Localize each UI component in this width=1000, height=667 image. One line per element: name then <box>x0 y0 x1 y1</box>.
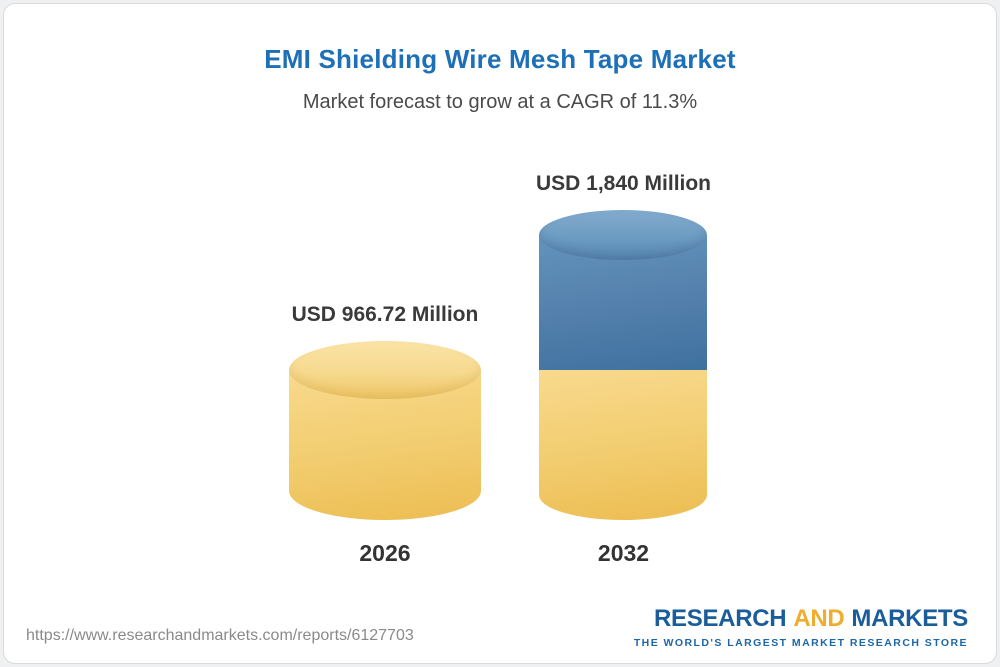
cylinder-2032-top-face <box>539 210 708 260</box>
logo-tagline: THE WORLD'S LARGEST MARKET RESEARCH STOR… <box>633 637 968 649</box>
chart-subtitle: Market forecast to grow at a CAGR of 11.… <box>302 91 698 113</box>
chart-card: EMI Shielding Wire Mesh Tape Market Mark… <box>3 3 997 664</box>
value-label-2026: USD 966.72 Million <box>291 303 479 326</box>
cylinder-2026 <box>288 341 481 520</box>
bar-group-2026: USD 966.72 Million 2026 <box>288 303 481 567</box>
report-url: https://www.researchandmarkets.com/repor… <box>26 627 414 644</box>
research-and-markets-logo: RESEARCH AND MARKETS THE WORLD'S LARGEST M… <box>634 605 968 649</box>
logo-word-markets: MARKETS <box>851 605 968 632</box>
logo-word-and: AND <box>793 605 845 632</box>
bar-group-2032: USD 1,840 Million 2032 <box>536 172 711 567</box>
header: EMI Shielding Wire Mesh Tape Market Mark… <box>4 4 996 114</box>
bar-2032-base-body <box>539 370 708 520</box>
logo-word-research: RESEARCH <box>654 605 787 632</box>
category-label-2032: 2032 <box>597 540 650 566</box>
chart-title: EMI Shielding Wire Mesh Tape Market <box>264 44 736 74</box>
bar-chart: USD 966.72 Million 2026 USD 1,840 Millio… <box>4 172 996 567</box>
cylinder-2032 <box>539 210 708 520</box>
logo-wordmark: RESEARCH AND MARKETS <box>634 605 968 633</box>
value-label-2032: USD 1,840 Million <box>535 172 712 195</box>
category-label-2026: 2026 <box>359 540 411 566</box>
cylinder-2026-top-face <box>288 341 481 399</box>
